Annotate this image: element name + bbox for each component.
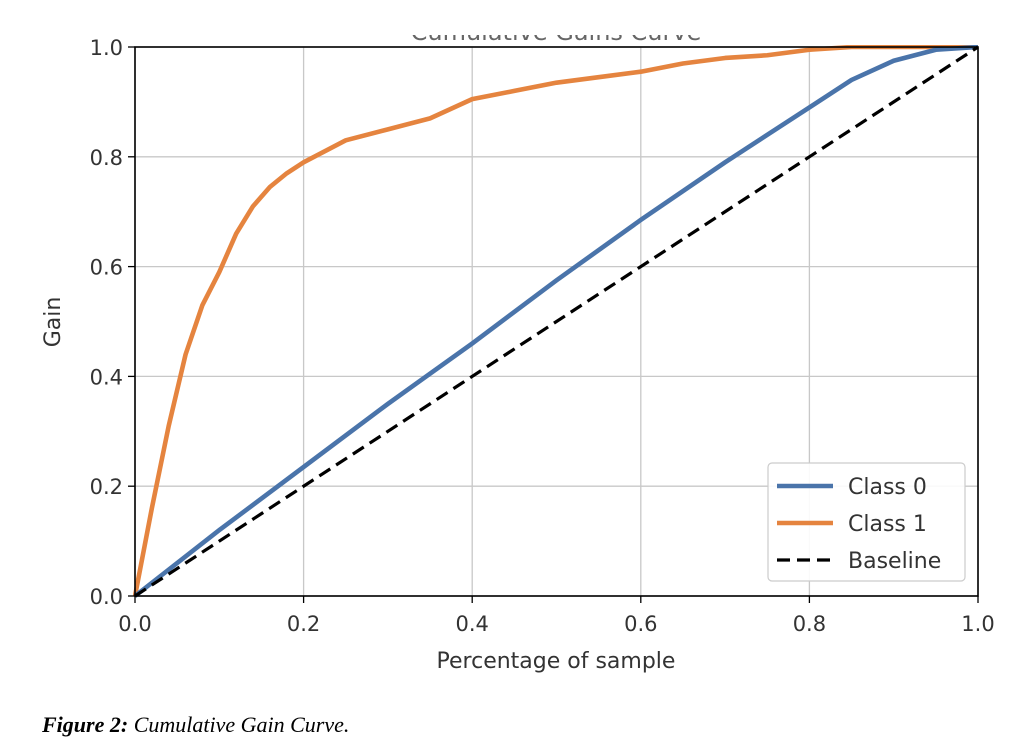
x-axis-label: Percentage of sample [437, 649, 676, 674]
series-line-class-1 [133, 45, 978, 597]
legend-box [767, 462, 966, 582]
x-tick-label: 0.6 [624, 612, 657, 636]
caption-text: Cumulative Gain Curve. [128, 712, 350, 737]
y-axis-label: Gain [41, 297, 66, 348]
y-tick-label: 0.6 [90, 256, 123, 280]
cumulative-gain-chart: Cumulative Gains Curve 0.0 0.2 0.4 0.6 0.8 1.… [41, 18, 995, 674]
series-layer [133, 45, 979, 598]
y-tick-label: 0.8 [90, 146, 123, 170]
y-tick-label: 1.0 [90, 36, 123, 60]
x-tick-label: 0.0 [118, 612, 151, 636]
y-tick-label: 0.0 [90, 585, 123, 609]
legend: Class 0 Class 1 Baseline [767, 462, 966, 582]
legend-label-baseline: Baseline [848, 549, 941, 574]
x-tick-label: 0.8 [793, 612, 826, 636]
y-tick-label: 0.4 [90, 365, 123, 389]
legend-label-class-0: Class 0 [848, 475, 927, 500]
x-tick-label: 0.4 [455, 612, 488, 636]
series-line-baseline [134, 45, 979, 598]
axis-ticks: 0.0 0.2 0.4 0.6 0.8 1.0 0.0 0.2 0.4 0.6 0.8 1.0 [90, 36, 995, 636]
x-tick-label: 1.0 [961, 612, 994, 636]
figure-caption: Figure 2: Cumulative Gain Curve. [42, 712, 349, 738]
caption-label: Figure 2: [42, 712, 129, 737]
plot-frame [134, 46, 979, 597]
legend-label-class-1: Class 1 [848, 512, 927, 537]
chart-title: Cumulative Gains Curve [411, 18, 702, 46]
y-tick-label: 0.2 [90, 475, 123, 499]
x-tick-label: 0.2 [287, 612, 320, 636]
series-line-class-0 [133, 45, 979, 598]
